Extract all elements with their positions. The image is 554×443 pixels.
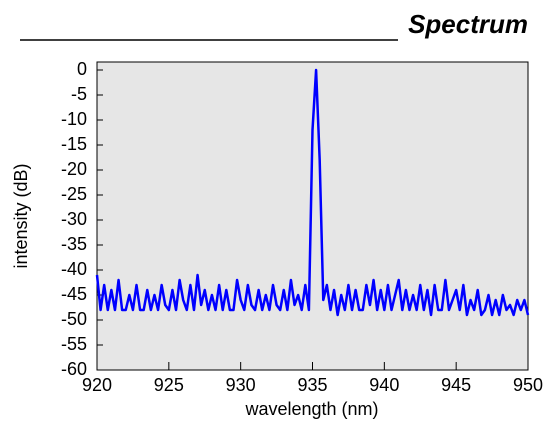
y-tick-label: -5: [71, 84, 87, 104]
x-tick-label: 945: [441, 375, 471, 395]
x-tick-label: 930: [226, 375, 256, 395]
chart-title: Spectrum: [408, 9, 528, 39]
y-tick-label: -30: [61, 209, 87, 229]
y-tick-label: -20: [61, 159, 87, 179]
x-tick-label: 950: [513, 375, 543, 395]
y-tick-label: -10: [61, 109, 87, 129]
y-tick-label: -40: [61, 259, 87, 279]
y-tick-label: -60: [61, 359, 87, 379]
y-axis-label: intensity (dB): [11, 163, 31, 268]
x-tick-label: 935: [297, 375, 327, 395]
y-tick-label: -35: [61, 234, 87, 254]
spectrum-line: [95, 68, 530, 317]
y-tick-label: -45: [61, 284, 87, 304]
x-tick-label: 925: [154, 375, 184, 395]
y-tick-label: -25: [61, 184, 87, 204]
y-tick-label: 0: [77, 59, 87, 79]
x-tick-label: 920: [82, 375, 112, 395]
x-axis-label: wavelength (nm): [244, 399, 378, 419]
y-tick-label: -55: [61, 334, 87, 354]
y-tick-label: -15: [61, 134, 87, 154]
x-tick-label: 940: [369, 375, 399, 395]
plot-area: [96, 61, 529, 371]
y-tick-label: -50: [61, 309, 87, 329]
